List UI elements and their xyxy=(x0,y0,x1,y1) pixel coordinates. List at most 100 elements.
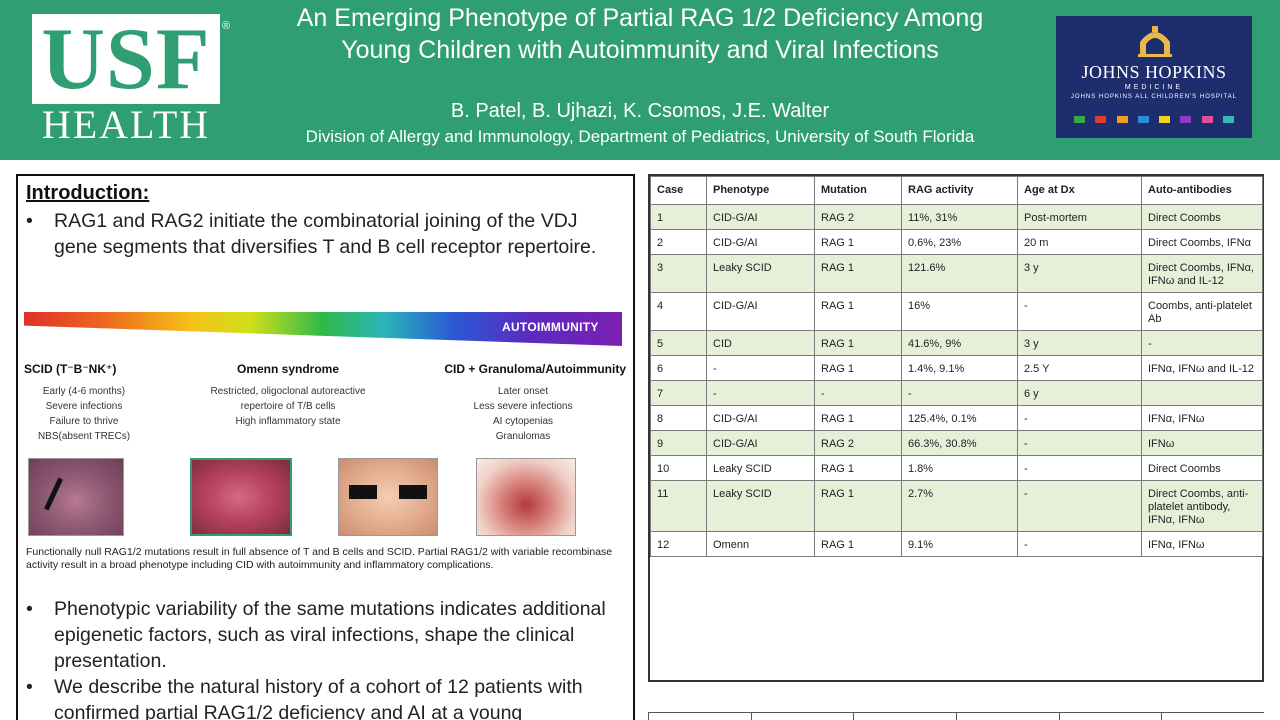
jh-color-dot xyxy=(1116,116,1128,123)
eye-censor-bar xyxy=(399,485,427,499)
table-stub-cell xyxy=(853,713,956,720)
intro-bullet-3-text: We describe the natural history of a coh… xyxy=(54,676,583,720)
table-header-row: Case Phenotype Mutation RAG activity Age at … xyxy=(650,176,1263,205)
table-cell: 2 xyxy=(650,229,707,255)
jh-color-dot xyxy=(1074,116,1085,123)
table-cell: RAG 1 xyxy=(814,292,902,331)
table-cell: 9.1% xyxy=(901,531,1018,557)
figure-caption: Functionally null RAG1/2 mutations resul… xyxy=(26,546,613,571)
table-cell: 41.6%, 9% xyxy=(901,330,1018,356)
table-cell: 4 xyxy=(650,292,707,331)
table-row: 8 CID-G/AI RAG 1 125.4%, 0.1% - IFNα, IFNω xyxy=(650,405,1263,431)
table-cell: 121.6% xyxy=(901,254,1018,293)
poster-header: USF ® HEALTH An Emerging Phenotype of Pa… xyxy=(0,0,1280,160)
jh-color-dot xyxy=(1137,116,1149,123)
poster-title-line-2: Young Children with Autoimmunity and Vir… xyxy=(341,36,939,64)
figure-col-text-omenn: Restricted, oligoclonal autoreactive rep… xyxy=(210,386,366,427)
table-cell: RAG 2 xyxy=(814,430,902,456)
table-cell: 3 y xyxy=(1017,254,1142,293)
jh-crest-icon xyxy=(1138,26,1172,57)
table-cell: RAG 1 xyxy=(814,254,902,293)
table-cell: RAG 1 xyxy=(814,480,902,532)
table-stub-cell xyxy=(648,713,751,720)
table-cell: Direct Coombs xyxy=(1141,204,1263,230)
table-cell: 0.6%, 23% xyxy=(901,229,1018,255)
table-cell: 2.5 Y xyxy=(1017,355,1142,381)
table-cell: 6 y xyxy=(1017,380,1142,406)
table-row: 9 CID-G/AI RAG 2 66.3%, 30.8% - IFNω xyxy=(650,430,1263,456)
table-cell: RAG 2 xyxy=(814,204,902,230)
column-header: Age at Dx xyxy=(1017,176,1142,205)
table-row: 12 Omenn RAG 1 9.1% - IFNα, IFNω xyxy=(650,531,1263,557)
spectrum-autoimmunity-label: AUTOIMMUNITY xyxy=(502,320,599,334)
jh-color-dot xyxy=(1201,116,1213,123)
table-cell: 8 xyxy=(650,405,707,431)
clinical-photo-child-face xyxy=(338,458,438,536)
table-cell: 1 xyxy=(650,204,707,230)
jh-logo-medicine: MEDICINE xyxy=(1124,84,1184,91)
table-cell: CID xyxy=(706,330,815,356)
patient-cases-table: Case Phenotype Mutation RAG activity Age at … xyxy=(650,176,1263,557)
table-cell: - xyxy=(901,380,1018,406)
bullet-marker: • xyxy=(26,210,33,232)
table-cell: - xyxy=(1017,455,1142,481)
poster-title-line-1: An Emerging Phenotype of Partial RAG 1/2… xyxy=(296,4,984,32)
table-cell: 11%, 31% xyxy=(901,204,1018,230)
table-stub-cell xyxy=(750,713,854,720)
table-stub-cell xyxy=(1058,713,1162,720)
table-cell: IFNω xyxy=(1141,430,1263,456)
table-cell: 2.7% xyxy=(901,480,1018,532)
table-cell: 20 m xyxy=(1017,229,1142,255)
table-cell: 3 xyxy=(650,254,707,293)
table-row: 6- RAG 1 1.4%, 9.1% 2.5 Y IFNα, IFNω and IL-… xyxy=(650,355,1263,381)
figure-col-title-omenn: Omenn syndrome xyxy=(236,362,340,376)
table-cell: Leaky SCID xyxy=(706,254,815,293)
jh-logo-name: JOHNS HOPKINS xyxy=(1081,62,1227,82)
column-header: Mutation xyxy=(814,176,902,205)
table-cell: CID-G/AI xyxy=(706,292,815,331)
bullet-marker: • xyxy=(26,598,33,620)
table-cell: RAG 1 xyxy=(814,455,902,481)
intro-bullet-2: • Phenotypic variability of the same mut… xyxy=(26,596,626,674)
table-row: 10 Leaky SCID RAG 1 1.8% - Direct Coombs xyxy=(650,455,1263,481)
table-row: 5 CID RAG 1 41.6%, 9% 3 y- xyxy=(650,330,1263,356)
table-cell: Post-mortem xyxy=(1017,204,1142,230)
table-cell: 7 xyxy=(650,380,707,406)
usf-health-logo: USF ® HEALTH xyxy=(26,14,230,146)
usf-logo-wordmark: USF xyxy=(32,14,220,106)
jh-color-dot xyxy=(1180,116,1192,123)
table-cell: Direct Coombs, IFNα, IFNω and IL-12 xyxy=(1141,254,1263,293)
table-cell: IFNα, IFNω xyxy=(1141,531,1263,557)
table-row: 11 Leaky SCID RAG 1 2.7% - Direct Coombs, ant… xyxy=(650,480,1263,532)
poster-affiliation: Division of Allergy and Immunology, Depa… xyxy=(305,127,975,146)
table-cell: Direct Coombs, IFNα xyxy=(1141,229,1263,255)
table-cell: IFNα, IFNω and IL-12 xyxy=(1141,355,1263,381)
table-cell: CID-G/AI xyxy=(706,204,815,230)
jh-color-dot xyxy=(1222,116,1234,123)
table-cell: CID-G/AI xyxy=(706,229,815,255)
next-table-edge xyxy=(648,712,1264,720)
table-cell: - xyxy=(706,355,815,381)
table-cell: 6 xyxy=(650,355,707,381)
table-cell: RAG 1 xyxy=(814,531,902,557)
column-header: Auto-antibodies xyxy=(1141,176,1263,205)
patient-cases-table-panel: Case Phenotype Mutation RAG activity Age at … xyxy=(648,174,1264,682)
clinical-photo-scid xyxy=(28,458,124,536)
table-cell: IFNα, IFNω xyxy=(1141,405,1263,431)
table-cell: CID-G/AI xyxy=(706,405,815,431)
table-cell: 125.4%, 0.1% xyxy=(901,405,1018,431)
table-row: 1 CID-G/AI RAG 2 11%, 31% Post-mortem Direct … xyxy=(650,204,1263,230)
table-row: 4 CID-G/AI RAG 1 16% - Coombs, anti-platelet … xyxy=(650,292,1263,331)
table-cell: CID-G/AI xyxy=(706,430,815,456)
table-cell: RAG 1 xyxy=(814,330,902,356)
table-cell: Direct Coombs xyxy=(1141,455,1263,481)
table-cell: 3 y xyxy=(1017,330,1142,356)
table-row: 3 Leaky SCID RAG 1 121.6% 3 y Direct Coombs, … xyxy=(650,254,1263,293)
table-cell: - xyxy=(1017,405,1142,431)
table-cell: Coombs, anti-platelet Ab xyxy=(1141,292,1263,331)
johns-hopkins-logo: JOHNS HOPKINS MEDICINE JOHNS HOPKINS ALL… xyxy=(1056,16,1252,138)
table-cell: Direct Coombs, anti-platelet antibody, I… xyxy=(1141,480,1263,532)
table-body: 1 CID-G/AI RAG 2 11%, 31% Post-mortem Direct … xyxy=(650,204,1263,557)
table-cell: - xyxy=(1141,330,1263,356)
table-cell: 1.4%, 9.1% xyxy=(901,355,1018,381)
